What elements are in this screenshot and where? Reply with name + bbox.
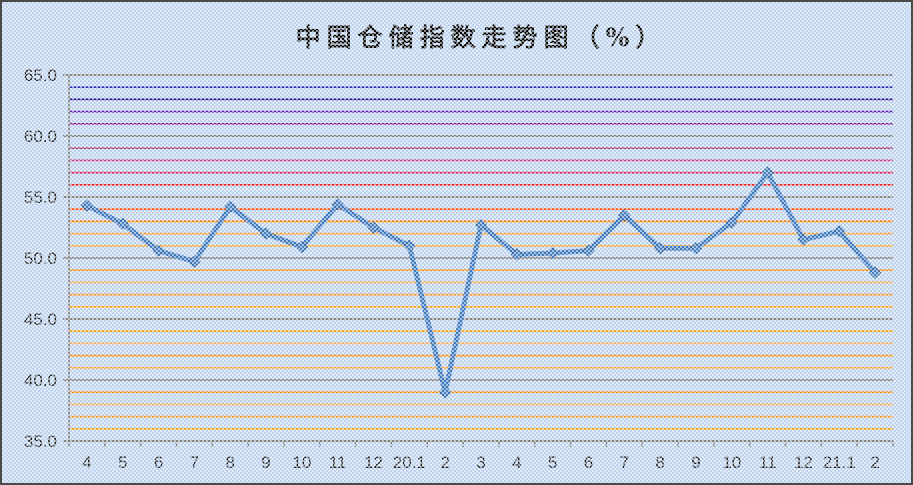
x-tick-label: 4 xyxy=(82,453,91,472)
x-tick-label: 8 xyxy=(655,453,664,472)
data-point-marker xyxy=(546,246,559,260)
y-tick-label: 40.0 xyxy=(24,371,57,390)
x-tick-label: 5 xyxy=(118,453,127,472)
x-tick-label: 3 xyxy=(476,453,485,472)
x-tick-label: 4 xyxy=(512,453,521,472)
x-tick-label: 10 xyxy=(292,453,311,472)
y-tick-label: 35.0 xyxy=(24,432,57,451)
x-tick-label: 11 xyxy=(329,453,347,472)
y-tick-label: 45.0 xyxy=(24,310,57,329)
y-tick-label: 60.0 xyxy=(24,127,57,146)
x-tick-label: 10 xyxy=(722,453,741,472)
chart-title: 中国仓储指数走势图（%） xyxy=(295,23,667,52)
x-tick-label: 21.1 xyxy=(823,453,856,472)
x-tick-label: 7 xyxy=(190,453,199,472)
x-tick-label: 11 xyxy=(759,453,777,472)
x-tick-label: 9 xyxy=(261,453,270,472)
x-tick-label: 2 xyxy=(440,453,449,472)
x-tick-label: 5 xyxy=(548,453,557,472)
data-point-marker xyxy=(438,385,452,399)
x-tick-label: 6 xyxy=(584,453,593,472)
x-tick-label: 12 xyxy=(794,453,813,472)
x-tick-label: 6 xyxy=(154,453,163,472)
y-tick-label: 50.0 xyxy=(24,249,57,268)
y-tick-label: 55.0 xyxy=(24,188,57,207)
y-tick-label: 65.0 xyxy=(24,66,57,85)
x-tick-label: 8 xyxy=(225,453,234,472)
x-tick-label: 9 xyxy=(691,453,700,472)
x-tick-label: 7 xyxy=(620,453,629,472)
x-tick-label: 12 xyxy=(364,453,383,472)
x-tick-label: 20.1 xyxy=(393,453,426,472)
x-tick-label: 2 xyxy=(870,453,879,472)
